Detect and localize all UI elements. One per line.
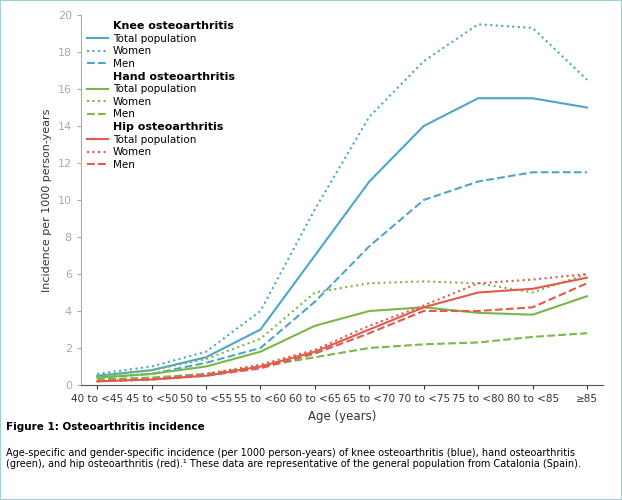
Text: Age-specific and gender-specific incidence (per 1000 person-years) of knee osteo: Age-specific and gender-specific inciden… (6, 448, 581, 469)
Y-axis label: Incidence per 1000 person-years: Incidence per 1000 person-years (42, 108, 52, 292)
Legend: Knee osteoarthritis, Total population, Women, Men, Hand osteoarthritis, Total po: Knee osteoarthritis, Total population, W… (84, 18, 238, 173)
Text: Figure 1: Osteoarthritis incidence: Figure 1: Osteoarthritis incidence (6, 422, 205, 432)
X-axis label: Age (years): Age (years) (308, 410, 376, 422)
